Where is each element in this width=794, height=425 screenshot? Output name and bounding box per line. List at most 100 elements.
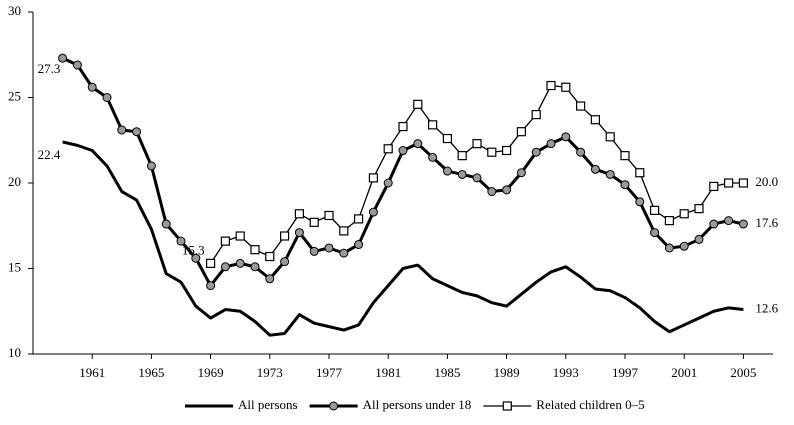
data-point (502, 145, 512, 156)
data-point (442, 133, 452, 144)
data-point (531, 109, 541, 120)
x-tick-label: 1969 (198, 365, 224, 380)
data-point (235, 231, 245, 241)
x-tick-label: 1965 (138, 365, 164, 380)
data-label: 12.6 (755, 301, 778, 316)
x-tick-label: 1993 (553, 365, 579, 380)
data-point (516, 127, 527, 137)
data-point (649, 205, 660, 215)
data-point (472, 173, 482, 183)
x-tick-label: 1973 (257, 365, 283, 380)
data-label: 20.0 (755, 174, 778, 189)
data-point (250, 262, 260, 272)
data-point (709, 219, 719, 229)
data-point (309, 246, 319, 256)
data-point (132, 127, 142, 137)
data-point (664, 243, 674, 253)
data-point (368, 173, 378, 183)
data-point (383, 144, 393, 154)
legend-label: Related children 0–5 (536, 397, 644, 412)
y-tick-label: 25 (8, 88, 21, 103)
data-point (339, 226, 349, 236)
data-point (664, 216, 675, 226)
data-point (590, 164, 600, 174)
data-point (502, 185, 512, 195)
data-point (531, 147, 541, 157)
data-label: 15.3 (182, 242, 205, 257)
data-point (516, 168, 526, 178)
data-point (472, 139, 482, 149)
data-point (265, 251, 275, 262)
data-point (58, 53, 68, 63)
data-point (457, 169, 467, 179)
data-point (176, 236, 186, 246)
data-point (620, 151, 630, 161)
data-point (280, 257, 290, 267)
data-point (87, 82, 97, 92)
data-point (738, 178, 749, 188)
x-tick-label: 1977 (316, 365, 343, 380)
data-point (590, 115, 601, 125)
data-point (398, 121, 408, 132)
x-tick-label: 1961 (79, 365, 105, 380)
data-point (324, 210, 334, 221)
data-point (709, 181, 719, 192)
data-label: 17.6 (755, 215, 778, 230)
legend-marker (502, 401, 512, 411)
data-point (694, 234, 704, 244)
data-point (650, 228, 660, 238)
data-point (309, 217, 319, 227)
data-point (294, 228, 304, 238)
data-point (413, 99, 423, 109)
data-point (220, 236, 230, 246)
legend-label: All persons (238, 397, 298, 412)
data-point (294, 209, 304, 219)
data-point (102, 93, 112, 102)
x-tick-label: 1985 (434, 365, 460, 380)
data-point (72, 60, 82, 70)
data-point (679, 241, 689, 251)
data-point (620, 180, 630, 190)
data-point (576, 147, 586, 157)
x-tick-label: 1989 (494, 365, 520, 380)
data-point (738, 219, 748, 229)
y-tick-label: 10 (8, 345, 21, 360)
data-point (398, 146, 408, 156)
data-point (161, 219, 171, 229)
data-point (206, 258, 216, 268)
data-point (635, 168, 645, 178)
data-point (354, 214, 364, 224)
x-tick-label: 2001 (671, 365, 697, 380)
x-tick-label: 2005 (730, 365, 756, 380)
data-label: 27.3 (38, 61, 61, 76)
legend-marker (329, 401, 339, 411)
data-point (191, 253, 201, 263)
data-point (428, 120, 438, 130)
y-tick-label: 15 (8, 259, 21, 274)
data-point (324, 243, 334, 253)
data-point (220, 262, 230, 272)
data-point (146, 161, 156, 171)
data-point (235, 258, 245, 268)
data-point (723, 178, 734, 188)
data-point (561, 82, 571, 92)
data-point (383, 178, 393, 188)
series-line (62, 140, 744, 337)
data-point (413, 139, 423, 149)
data-point (339, 248, 349, 258)
data-point (487, 187, 497, 197)
data-point (605, 132, 615, 142)
data-point (206, 281, 216, 291)
x-tick-label: 1981 (375, 365, 401, 380)
data-point (368, 207, 378, 217)
data-point (635, 197, 645, 207)
data-point (280, 231, 290, 241)
data-label: 22.4 (38, 147, 61, 162)
data-point (442, 166, 452, 176)
data-point (546, 139, 556, 149)
data-point (694, 204, 704, 214)
data-point (354, 240, 364, 250)
y-tick-label: 20 (8, 174, 21, 189)
data-point (428, 152, 438, 162)
